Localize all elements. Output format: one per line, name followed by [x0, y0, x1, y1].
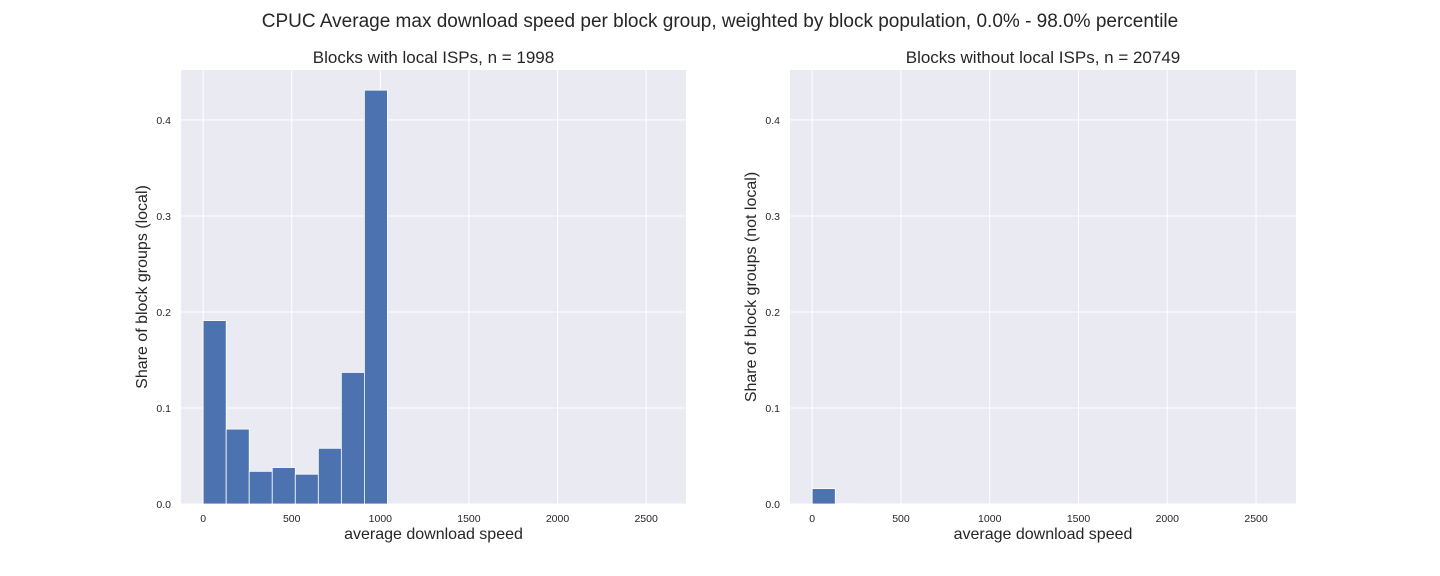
plot-area-background	[790, 70, 1296, 504]
x-tick-label: 2000	[1156, 513, 1180, 525]
figure-suptitle: CPUC Average max download speed per bloc…	[262, 11, 1178, 32]
x-axis-label: average download speed	[344, 526, 523, 543]
y-tick-label: 0.1	[156, 403, 171, 415]
x-tick-labels: 0 500 1000 1500 2000 2500	[809, 513, 1268, 525]
y-tick-label: 0.2	[765, 307, 780, 319]
y-axis-label: Share of block groups (not local)	[743, 172, 760, 402]
x-axis-label: average download speed	[954, 526, 1133, 543]
x-tick-label: 1000	[369, 513, 393, 525]
x-tick-label: 1500	[1067, 513, 1091, 525]
x-tick-label: 1500	[457, 513, 481, 525]
histogram-bar	[225, 428, 250, 505]
y-tick-label: 0.3	[765, 211, 780, 223]
y-tick-label: 0.2	[156, 307, 171, 319]
histogram-bar	[340, 372, 365, 505]
subplot-local-isps: 0 500 1000 1500 2000 2500 0.0 0.1 0.2 0.3 0.4 Blo…	[134, 48, 686, 543]
y-tick-labels: 0.0 0.1 0.2 0.3 0.4	[156, 115, 171, 511]
histogram-bar	[294, 473, 319, 505]
histogram-bar	[317, 447, 342, 505]
x-tick-labels: 0 500 1000 1500 2000 2500	[200, 513, 658, 525]
y-tick-label: 0.0	[156, 499, 171, 511]
x-tick-label: 2500	[1244, 513, 1268, 525]
subplot-title: Blocks with local ISPs, n = 1998	[313, 48, 554, 67]
histogram-bar	[248, 470, 273, 505]
x-tick-label: 0	[809, 513, 815, 525]
histogram-bar	[202, 320, 227, 505]
subplot-no-local-isps: 0 500 1000 1500 2000 2500 0.0 0.1 0.2 0.3 0.4 Blo…	[743, 48, 1296, 543]
histogram-bar	[811, 488, 836, 505]
x-tick-label: 2500	[634, 513, 658, 525]
y-tick-label: 0.3	[156, 211, 171, 223]
x-tick-label: 500	[283, 513, 301, 525]
y-tick-label: 0.4	[765, 115, 780, 127]
subplot-title: Blocks without local ISPs, n = 20749	[906, 48, 1181, 67]
histogram-bar	[363, 89, 388, 505]
x-tick-label: 2000	[546, 513, 570, 525]
histogram-bars	[202, 89, 388, 505]
x-tick-label: 1000	[978, 513, 1002, 525]
x-tick-label: 0	[200, 513, 206, 525]
x-tick-label: 500	[892, 513, 910, 525]
histogram-bar	[271, 467, 296, 505]
y-tick-labels: 0.0 0.1 0.2 0.3 0.4	[765, 115, 780, 511]
y-axis-label: Share of block groups (local)	[134, 185, 151, 389]
y-tick-label: 0.0	[765, 499, 780, 511]
y-tick-label: 0.4	[156, 115, 171, 127]
histogram-bars	[811, 488, 1275, 505]
plot-area-background	[181, 70, 686, 504]
y-tick-label: 0.1	[765, 403, 780, 415]
